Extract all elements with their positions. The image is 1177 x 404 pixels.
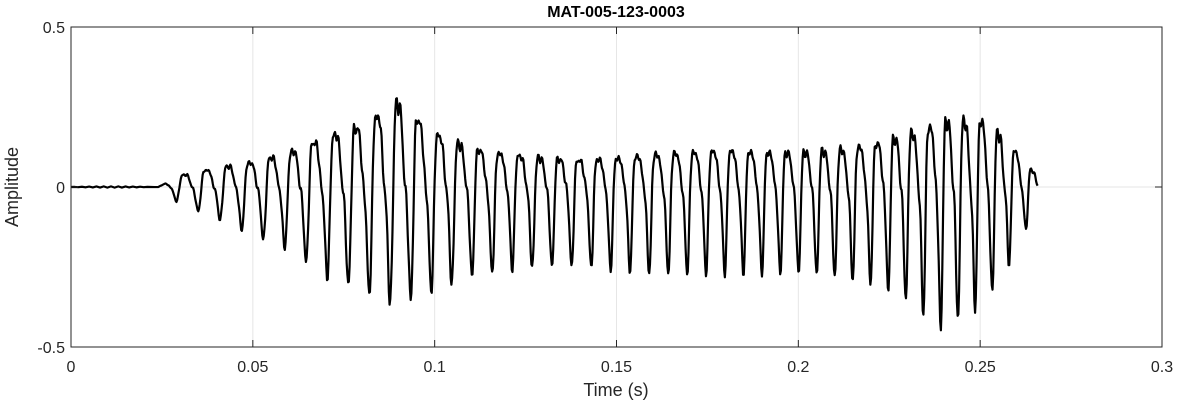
x-tick-label: 0.3 xyxy=(1151,359,1173,376)
x-tick-label: 0.25 xyxy=(965,359,996,376)
y-tick-label: 0.5 xyxy=(43,20,65,37)
signal-trace-group xyxy=(70,97,1039,332)
y-axis-label: Amplitude xyxy=(2,147,22,227)
x-axis-label: Time (s) xyxy=(583,380,648,400)
y-tick-label: 0 xyxy=(56,180,65,197)
axis-ticks xyxy=(70,26,1163,348)
signal-trace xyxy=(70,97,1039,332)
chart-title: MAT-005-123-0003 xyxy=(547,4,685,21)
x-tick-label: 0.1 xyxy=(424,359,446,376)
x-tick-label: 0.2 xyxy=(787,359,809,376)
y-tick-label: -0.5 xyxy=(37,340,65,357)
x-tick-label: 0 xyxy=(67,359,76,376)
x-tick-label: 0.15 xyxy=(601,359,632,376)
x-tick-label: 0.05 xyxy=(237,359,268,376)
axis-tick-labels: 0 0.05 0.1 0.15 0.2 0.25 0.3-0.500.5 xyxy=(37,20,1173,376)
